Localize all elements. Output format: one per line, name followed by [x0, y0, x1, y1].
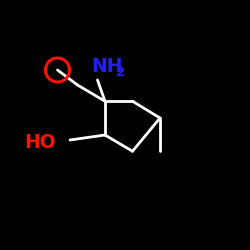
- Text: 2: 2: [116, 66, 125, 79]
- Text: NH: NH: [91, 57, 123, 76]
- Text: HO: HO: [24, 133, 56, 152]
